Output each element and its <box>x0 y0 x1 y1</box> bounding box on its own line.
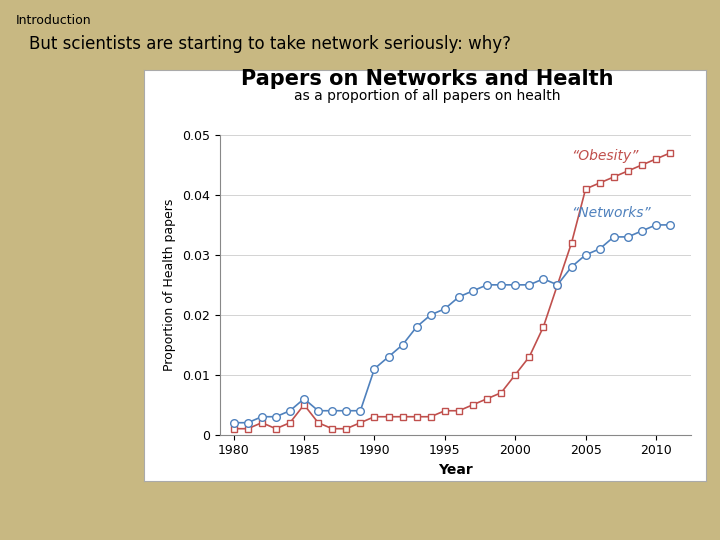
Text: Papers on Networks and Health: Papers on Networks and Health <box>240 69 613 89</box>
X-axis label: Year: Year <box>438 463 473 477</box>
Y-axis label: Proportion of Health papers: Proportion of Health papers <box>163 199 176 371</box>
Text: But scientists are starting to take network seriously: why?: But scientists are starting to take netw… <box>29 35 510 53</box>
Text: as a proportion of all papers on health: as a proportion of all papers on health <box>294 89 560 103</box>
Text: “Obesity”: “Obesity” <box>572 149 639 163</box>
Text: “Networks”: “Networks” <box>572 206 652 220</box>
Text: Introduction: Introduction <box>16 14 91 26</box>
